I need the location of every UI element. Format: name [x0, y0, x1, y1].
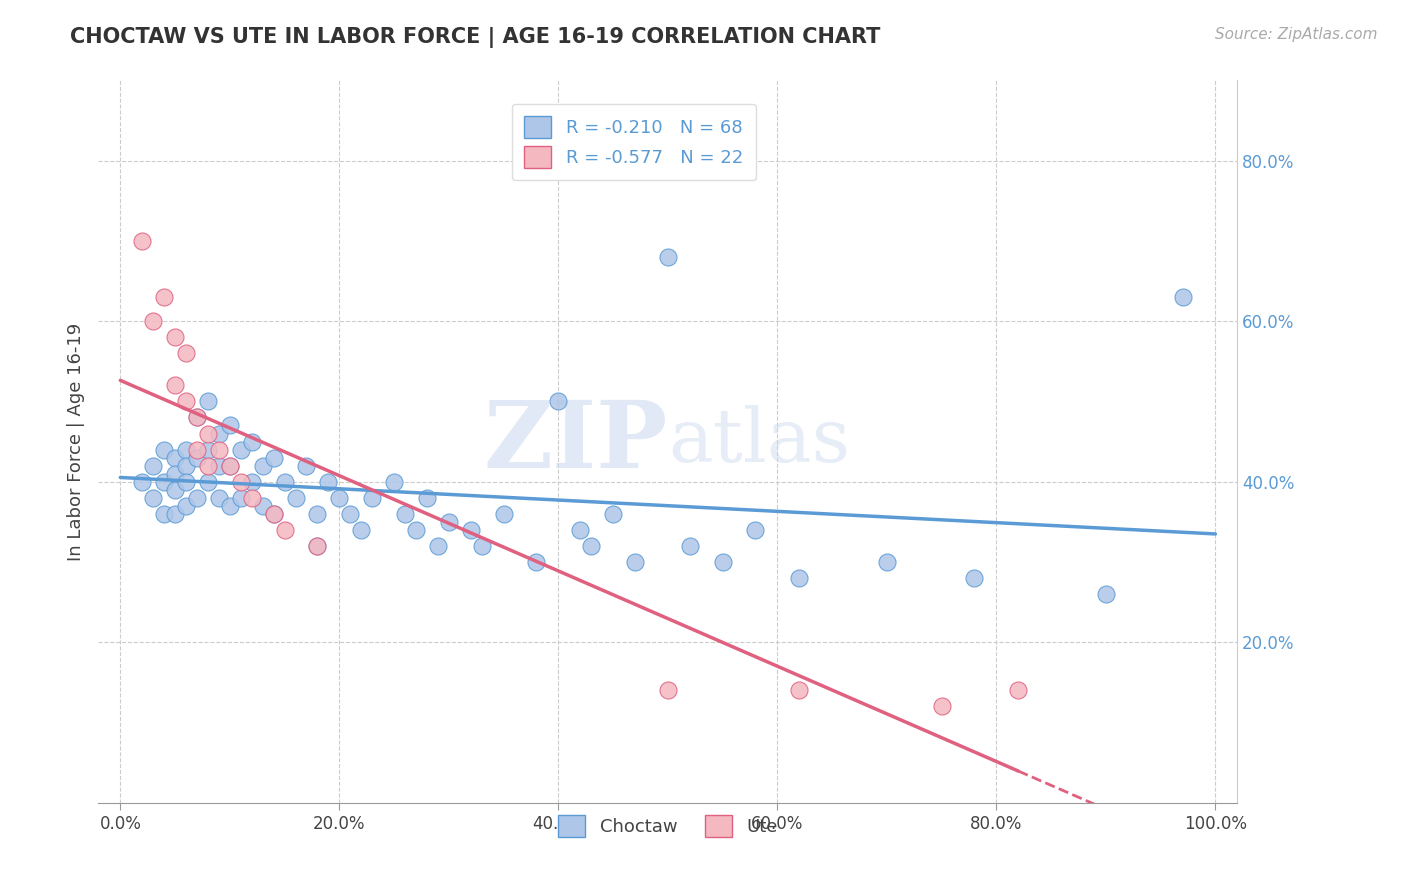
Point — [252, 499, 274, 513]
Point — [186, 442, 208, 457]
Point — [579, 539, 602, 553]
Point — [657, 683, 679, 698]
Point — [252, 458, 274, 473]
Point — [131, 234, 153, 248]
Point — [208, 458, 231, 473]
Point — [1095, 587, 1118, 601]
Point — [263, 450, 285, 465]
Legend: Choctaw, Ute: Choctaw, Ute — [551, 808, 785, 845]
Point — [931, 699, 953, 714]
Point — [153, 290, 176, 304]
Point — [165, 483, 187, 497]
Point — [492, 507, 515, 521]
Point — [165, 330, 187, 344]
Point — [657, 250, 679, 264]
Point — [460, 523, 482, 537]
Text: atlas: atlas — [668, 405, 851, 478]
Point — [437, 515, 460, 529]
Point — [142, 314, 165, 328]
Point — [218, 458, 240, 473]
Point — [186, 410, 208, 425]
Point — [153, 442, 176, 457]
Point — [787, 571, 810, 585]
Point — [318, 475, 340, 489]
Point — [174, 475, 197, 489]
Point — [963, 571, 986, 585]
Point — [142, 491, 165, 505]
Point — [197, 475, 219, 489]
Point — [382, 475, 405, 489]
Point — [131, 475, 153, 489]
Point — [240, 475, 263, 489]
Point — [339, 507, 361, 521]
Point — [263, 507, 285, 521]
Point — [218, 418, 240, 433]
Point — [197, 426, 219, 441]
Point — [547, 394, 569, 409]
Point — [405, 523, 427, 537]
Point — [174, 499, 197, 513]
Point — [229, 442, 252, 457]
Point — [350, 523, 373, 537]
Point — [218, 499, 240, 513]
Y-axis label: In Labor Force | Age 16-19: In Labor Force | Age 16-19 — [66, 322, 84, 561]
Point — [208, 426, 231, 441]
Text: Source: ZipAtlas.com: Source: ZipAtlas.com — [1215, 27, 1378, 42]
Point — [876, 555, 898, 569]
Point — [208, 442, 231, 457]
Point — [711, 555, 734, 569]
Text: CHOCTAW VS UTE IN LABOR FORCE | AGE 16-19 CORRELATION CHART: CHOCTAW VS UTE IN LABOR FORCE | AGE 16-1… — [70, 27, 880, 48]
Point — [186, 491, 208, 505]
Point — [284, 491, 307, 505]
Point — [1171, 290, 1194, 304]
Point — [197, 394, 219, 409]
Point — [624, 555, 647, 569]
Point — [526, 555, 548, 569]
Point — [208, 491, 231, 505]
Point — [165, 507, 187, 521]
Point — [273, 475, 295, 489]
Point — [307, 507, 329, 521]
Point — [679, 539, 702, 553]
Point — [186, 450, 208, 465]
Point — [229, 491, 252, 505]
Point — [218, 458, 240, 473]
Point — [744, 523, 766, 537]
Point — [174, 442, 197, 457]
Point — [174, 394, 197, 409]
Point — [165, 450, 187, 465]
Point — [197, 442, 219, 457]
Point — [174, 458, 197, 473]
Point — [361, 491, 384, 505]
Point — [295, 458, 318, 473]
Point — [174, 346, 197, 360]
Point — [787, 683, 810, 698]
Point — [1007, 683, 1029, 698]
Point — [602, 507, 624, 521]
Point — [165, 467, 187, 481]
Point — [426, 539, 449, 553]
Point — [307, 539, 329, 553]
Point — [394, 507, 416, 521]
Point — [263, 507, 285, 521]
Point — [471, 539, 494, 553]
Point — [307, 539, 329, 553]
Point — [328, 491, 350, 505]
Text: ZIP: ZIP — [484, 397, 668, 486]
Point — [240, 491, 263, 505]
Point — [197, 458, 219, 473]
Point — [153, 507, 176, 521]
Point — [240, 434, 263, 449]
Point — [142, 458, 165, 473]
Point — [186, 410, 208, 425]
Point — [165, 378, 187, 392]
Point — [416, 491, 439, 505]
Point — [273, 523, 295, 537]
Point — [229, 475, 252, 489]
Point — [569, 523, 592, 537]
Point — [153, 475, 176, 489]
